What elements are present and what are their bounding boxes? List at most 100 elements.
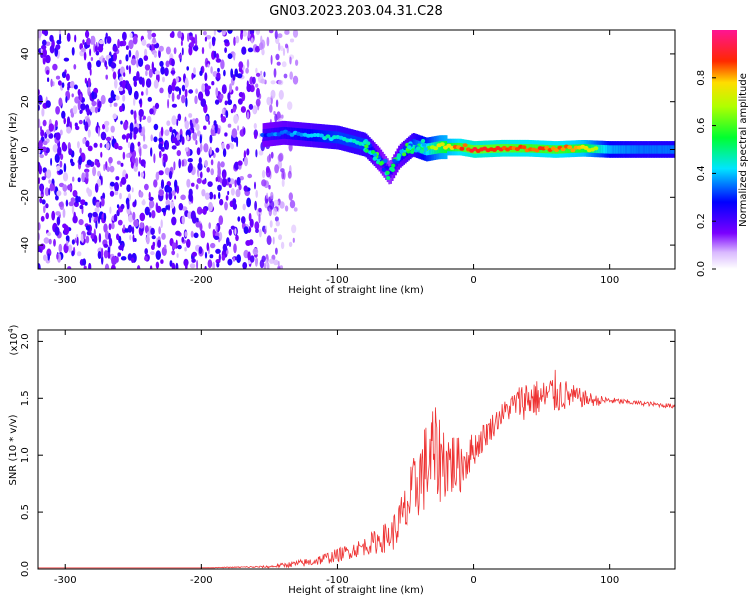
noise-speckle xyxy=(280,114,284,119)
noise-speckle xyxy=(65,73,70,81)
noise-speckle xyxy=(204,192,210,200)
signal-blob xyxy=(392,158,397,163)
noise-speckle xyxy=(90,106,96,113)
noise-speckle xyxy=(105,142,110,151)
signal-blob xyxy=(521,145,527,150)
snr-panel: -300 -200 -100 0 100 0.0 0.5 1.0 1.5 2.0 Height … xyxy=(7,324,676,596)
noise-speckle xyxy=(199,134,202,144)
noise-speckle xyxy=(41,107,45,117)
noise-speckle xyxy=(122,151,126,160)
noise-speckle xyxy=(247,47,254,53)
noise-speckle xyxy=(109,103,112,108)
noise-speckle xyxy=(261,255,266,263)
noise-speckle xyxy=(192,127,195,134)
noise-speckle xyxy=(69,80,75,89)
noise-speckle xyxy=(232,106,237,113)
noise-speckle xyxy=(238,91,244,98)
noise-speckle xyxy=(225,110,229,119)
noise-speckle xyxy=(269,220,273,228)
noise-speckle xyxy=(50,78,53,88)
noise-speckle xyxy=(274,30,278,40)
noise-speckle xyxy=(171,58,175,67)
noise-speckle xyxy=(255,72,261,77)
noise-speckle xyxy=(153,79,159,89)
noise-speckle xyxy=(249,218,254,226)
signal-blob xyxy=(583,145,589,150)
signal-band-mid xyxy=(602,145,605,154)
noise-speckle xyxy=(287,170,292,179)
snr-multiplier-close: ) xyxy=(9,324,20,328)
noise-speckle xyxy=(273,68,277,78)
noise-speckle xyxy=(133,97,136,106)
noise-speckle xyxy=(110,90,115,100)
noise-speckle xyxy=(258,150,264,156)
noise-speckle xyxy=(52,144,58,153)
spectrogram-x-axis-label: Height of straight line (km) xyxy=(288,285,424,296)
noise-speckle xyxy=(201,179,207,185)
noise-speckle xyxy=(116,160,121,165)
noise-speckle xyxy=(100,175,103,186)
signal-band-mid xyxy=(636,145,639,154)
noise-speckle xyxy=(164,244,167,249)
noise-speckle xyxy=(54,153,60,163)
noise-speckle xyxy=(233,52,236,61)
noise-speckle xyxy=(106,166,111,172)
noise-speckle xyxy=(171,92,175,102)
signal-band-mid xyxy=(664,145,667,154)
noise-speckle xyxy=(121,134,127,140)
noise-speckle xyxy=(38,30,42,39)
noise-speckle xyxy=(235,234,239,242)
noise-speckle xyxy=(126,133,131,139)
noise-speckle xyxy=(211,81,215,86)
signal-band-mid xyxy=(631,145,634,154)
noise-speckle xyxy=(139,212,146,222)
noise-speckle xyxy=(54,120,58,127)
noise-speckle xyxy=(204,72,208,82)
noise-speckle xyxy=(143,170,146,180)
noise-speckle xyxy=(227,53,233,60)
noise-speckle xyxy=(112,71,117,80)
noise-speckle xyxy=(48,179,51,184)
signal-blob xyxy=(567,145,573,150)
noise-speckle xyxy=(109,206,112,214)
noise-speckle xyxy=(89,68,92,76)
noise-speckle xyxy=(188,192,193,202)
noise-speckle xyxy=(233,243,237,254)
noise-speckle xyxy=(138,128,142,133)
noise-speckle xyxy=(237,98,243,105)
noise-speckle xyxy=(144,48,148,57)
noise-speckle xyxy=(110,125,115,133)
noise-speckle xyxy=(175,76,179,83)
noise-speckle xyxy=(130,109,134,115)
noise-speckle xyxy=(167,204,171,211)
noise-speckle xyxy=(80,233,84,242)
noise-speckle xyxy=(67,266,72,269)
noise-speckle xyxy=(184,88,188,98)
noise-speckle xyxy=(123,121,128,131)
signal-blob xyxy=(433,146,439,151)
noise-speckle xyxy=(73,64,77,70)
signal-blob xyxy=(560,147,566,152)
noise-speckle xyxy=(116,183,119,192)
noise-speckle xyxy=(203,125,207,130)
noise-speckle xyxy=(274,228,277,233)
noise-speckle xyxy=(85,171,89,179)
noise-speckle xyxy=(264,201,269,209)
noise-speckle xyxy=(105,136,112,142)
noise-speckle xyxy=(65,199,69,207)
noise-speckle xyxy=(192,132,198,141)
noise-speckle xyxy=(79,93,82,102)
signal-blob xyxy=(423,147,428,152)
noise-speckle xyxy=(121,242,124,252)
y-tick-label: 40 xyxy=(20,48,31,61)
noise-speckle xyxy=(139,191,144,198)
noise-speckle xyxy=(237,216,241,222)
noise-speckle xyxy=(42,48,47,58)
noise-speckle xyxy=(88,213,92,224)
noise-speckle xyxy=(158,137,163,142)
noise-speckle xyxy=(198,157,202,165)
noise-speckle xyxy=(218,215,224,226)
noise-speckle xyxy=(278,234,283,241)
noise-speckle xyxy=(53,238,56,247)
noise-speckle xyxy=(51,210,56,221)
